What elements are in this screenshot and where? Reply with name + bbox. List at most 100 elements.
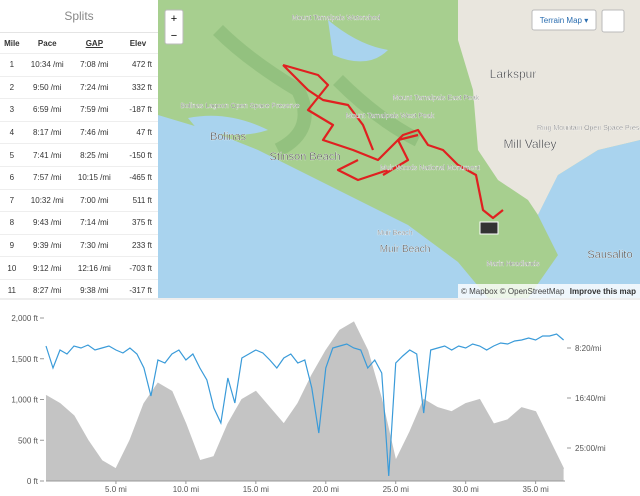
map-label: Larkspur (490, 67, 537, 81)
split-cell: 332 ft (117, 75, 158, 99)
split-cell: -703 ft (117, 256, 158, 280)
pace-line (45, 333, 564, 477)
split-cell: 5 (0, 143, 24, 167)
map-label: Marin Headlands (487, 261, 540, 268)
terrain (213, 25, 422, 157)
split-cell: 9:38 /mi (70, 278, 118, 298)
column-header: Mile (4, 38, 20, 48)
map-label: Mount Tamalpais Watershed (292, 15, 380, 22)
splits-table: Mile Pace GAP Elev 1 10:34 /mi 7:08 /mi 472 ft 2… (0, 33, 158, 298)
header-row: Mile Pace GAP Elev (0, 33, 158, 54)
improve-link[interactable]: Improve this map (570, 287, 636, 296)
map[interactable]: + − Terrain Map ▾ Mount Tamalpais Waters… (158, 0, 640, 298)
y-tick-label: 500 ft (18, 436, 39, 445)
split-cell: 233 ft (117, 233, 158, 257)
split-row: 10 9:12 /mi 12:16 /mi -703 ft (0, 256, 158, 280)
style-button[interactable]: Terrain Map ▾ (540, 16, 588, 25)
y-tick-label: 1,000 ft (11, 396, 38, 405)
column-header: Pace (37, 38, 57, 48)
x-tick-label: 20.0 mi (313, 485, 339, 494)
fullscreen-button[interactable] (601, 9, 625, 33)
attribution-bg (458, 284, 640, 298)
route (282, 63, 504, 220)
split-cell: 375 ft (117, 211, 158, 235)
split-row: 4 8:17 /mi 7:46 /mi 47 ft (0, 120, 158, 144)
split-cell: 7:08 /mi (70, 53, 118, 77)
map-label: Sausalito (587, 249, 632, 261)
split-cell: 9 (0, 233, 24, 257)
bay (538, 175, 640, 260)
split-cell: 9:43 /mi (23, 211, 71, 235)
y-tick-label: 2,000 ft (11, 314, 38, 323)
split-cell: 9:50 /mi (23, 75, 71, 99)
split-cell: 8:27 /mi (23, 278, 71, 298)
x-tick-label: 35.0 mi (523, 485, 549, 494)
split-cell: 9:39 /mi (23, 233, 71, 257)
map-label: Ring Mountain Open Space Preserve (537, 125, 640, 132)
elevation-chart: 0 ft 500 ft 1,000 ft 1,500 ft 2,000 ft 8:20/m… (0, 298, 640, 494)
split-cell: 9:12 /mi (23, 256, 71, 280)
split-cell: 7:46 /mi (70, 120, 118, 144)
split-cell: 11 (0, 278, 24, 298)
area-fill (46, 322, 564, 481)
photo-marker[interactable] (479, 221, 499, 235)
split-row: 8 9:43 /mi 7:14 /mi 375 ft (0, 211, 158, 235)
elevation-line (45, 321, 565, 470)
lagoon (188, 115, 268, 135)
map-label: Muir Beach (380, 244, 431, 255)
split-cell: 8 (0, 211, 24, 235)
split-cell: 10 (0, 256, 24, 280)
map-label: Stinson Beach (270, 151, 341, 163)
split-cell: 7:41 /mi (23, 143, 71, 167)
split-cell: 7:30 /mi (70, 233, 118, 257)
split-row: 2 9:50 /mi 7:24 /mi 332 ft (0, 75, 158, 99)
y-tick-label: 0 ft (27, 477, 39, 486)
zoom-out[interactable]: − (171, 30, 177, 42)
map-label: Muir Woods National Monument (380, 165, 480, 172)
split-cell: 12:16 /mi (70, 256, 118, 280)
x-tick-label: 30.0 mi (453, 485, 479, 494)
split-cell: 8:25 /mi (70, 143, 118, 167)
column-header: Elev (129, 38, 147, 48)
split-cell: 47 ft (117, 120, 158, 144)
lake (328, 20, 388, 62)
split-cell: 10:34 /mi (23, 53, 71, 77)
y2-tick-label: 16:40/mi (575, 394, 606, 403)
split-row: 11 8:27 /mi 9:38 /mi -317 ft (0, 278, 158, 298)
x-tick-label: 25.0 mi (383, 485, 409, 494)
split-cell: -465 ft (117, 165, 158, 190)
map-label: Bolinas (210, 131, 247, 143)
split-row: 1 10:34 /mi 7:08 /mi 472 ft (0, 53, 158, 77)
split-cell: 7:57 /mi (23, 165, 71, 190)
x-tick-label: 10.0 mi (173, 485, 199, 494)
split-cell: 7:00 /mi (70, 188, 118, 212)
splits-panel: Splits Mile Pace GAP Elev 1 10:34 /mi 7:08 /mi… (0, 0, 159, 298)
split-cell: 10:32 /mi (23, 188, 71, 212)
split-cell: 4 (0, 120, 24, 144)
map-label: Mount Tamalpais West Peak (346, 113, 435, 120)
map-label: Muir Beach (377, 230, 413, 237)
map-label: Bolinas Lagoon Open Space Preserve (180, 103, 299, 110)
urban (458, 0, 640, 215)
split-row: 5 7:41 /mi 8:25 /mi -150 ft (0, 143, 158, 167)
split-cell: 8:17 /mi (23, 120, 71, 144)
y2-tick-label: 8:20/mi (575, 344, 601, 353)
split-cell: 511 ft (117, 188, 158, 212)
split-cell: 6 (0, 165, 24, 190)
attribution: © Mapbox © OpenStreetMap (461, 287, 565, 296)
split-cell: 10:15 /mi (70, 165, 118, 190)
split-cell: 7:59 /mi (70, 98, 118, 122)
zoom-control (164, 9, 184, 45)
column-header: GAP (85, 38, 104, 48)
split-cell: 6:59 /mi (23, 98, 71, 122)
split-cell: 472 ft (117, 53, 158, 77)
y2-tick-label: 25:00/mi (575, 444, 606, 453)
split-cell: 7:24 /mi (70, 75, 118, 99)
split-row: 9 9:39 /mi 7:30 /mi 233 ft (0, 233, 158, 257)
zoom-in[interactable]: + (171, 13, 177, 25)
split-cell: 2 (0, 75, 24, 99)
split-cell: -317 ft (117, 278, 158, 298)
split-cell: 7:14 /mi (70, 211, 118, 235)
splits-title: Splits (0, 0, 158, 33)
